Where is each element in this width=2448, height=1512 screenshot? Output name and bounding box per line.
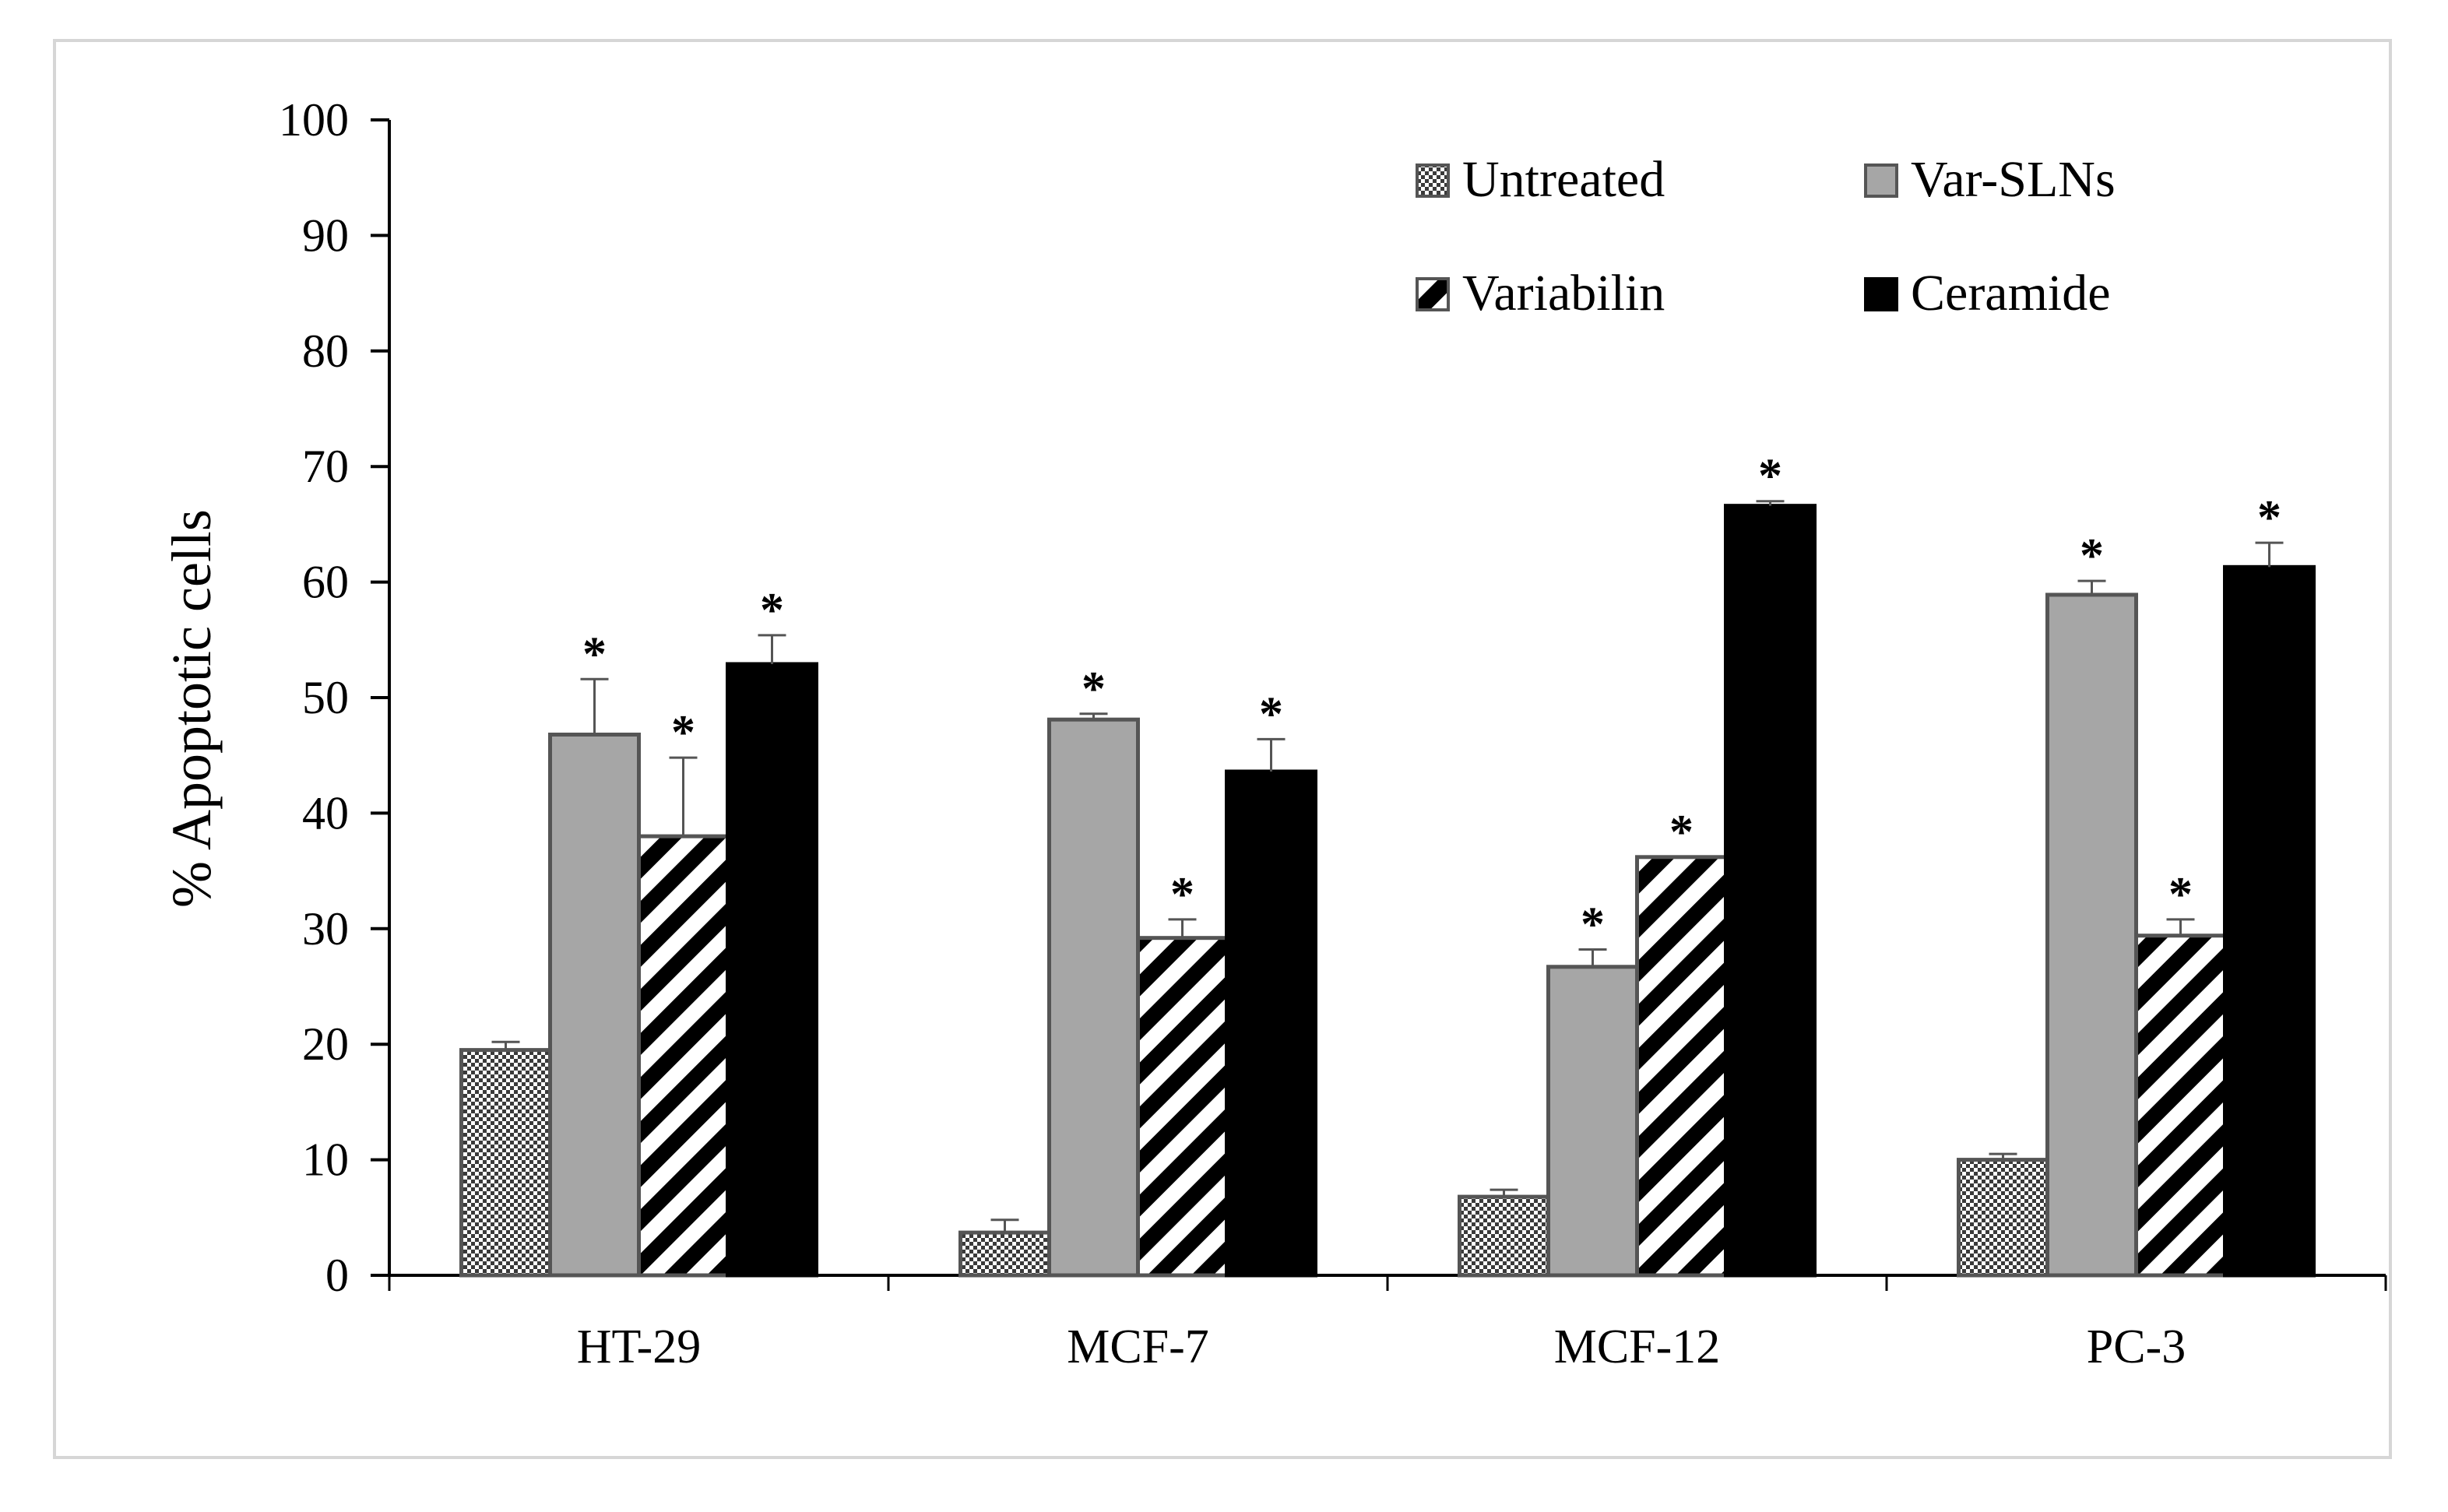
y-tick-label: 100	[279, 94, 349, 146]
significance-marker: *	[2257, 491, 2281, 544]
legend-label: Untreated	[1462, 151, 1665, 208]
y-tick-label: 90	[302, 209, 349, 261]
y-tick-label: 50	[302, 672, 349, 723]
x-tick-label: HT-29	[577, 1320, 702, 1373]
x-tick-label: MCF-7	[1067, 1320, 1209, 1373]
y-tick-label: 70	[302, 441, 349, 492]
bar-untreated	[459, 1048, 552, 1278]
bar-variabilin	[1635, 855, 1728, 1278]
legend: Untreated Var-SLNs Variabilin Ceramide	[1416, 151, 2116, 322]
legend-label: Ceramide	[1911, 265, 2111, 322]
bar-ceramide	[1724, 504, 1817, 1278]
significance-marker: *	[1669, 806, 1694, 859]
y-tick-label: 30	[302, 903, 349, 955]
bar-ceramide	[1225, 769, 1317, 1278]
significance-marker: *	[1259, 687, 1283, 740]
y-tick-label: 80	[302, 325, 349, 377]
bar-untreated	[1957, 1158, 2049, 1278]
x-tick-label: MCF-12	[1554, 1320, 1721, 1373]
bar-var-slns	[548, 732, 641, 1278]
legend-swatch-variabilin	[1416, 277, 1450, 311]
significance-marker: *	[1758, 450, 1782, 503]
legend-swatch-var-slns	[1864, 164, 1898, 198]
y-tick-label: 20	[302, 1018, 349, 1070]
legend-swatch-ceramide	[1864, 277, 1898, 311]
legend-label: Variabilin	[1462, 265, 1665, 322]
bar-variabilin	[2134, 934, 2227, 1278]
significance-marker: *	[1581, 898, 1605, 951]
y-axis-label: % Apoptotic cells	[160, 509, 223, 908]
bar-variabilin	[637, 834, 730, 1278]
bar-untreated	[958, 1230, 1051, 1278]
bar-variabilin	[1136, 936, 1229, 1278]
bar-untreated	[1458, 1194, 1550, 1278]
significance-marker: *	[582, 628, 607, 680]
significance-marker: *	[1082, 663, 1106, 716]
significance-marker: *	[671, 706, 695, 759]
bar-var-slns	[2045, 592, 2138, 1278]
significance-marker: *	[2080, 529, 2104, 582]
legend-swatch-untreated	[1416, 164, 1450, 198]
bar-var-slns	[1047, 717, 1140, 1278]
y-tick-label: 60	[302, 557, 349, 608]
y-tick-label: 10	[302, 1134, 349, 1186]
significance-marker: *	[760, 584, 784, 637]
bar-var-slns	[1546, 965, 1639, 1278]
bars: * * * * * * * * * * * *	[459, 450, 2316, 1278]
x-tick-label: PC-3	[2087, 1320, 2186, 1373]
significance-marker: *	[1170, 868, 1194, 921]
y-tick-label: 0	[325, 1250, 349, 1301]
significance-marker: *	[2168, 868, 2193, 921]
bar-ceramide	[726, 662, 818, 1278]
y-tick-label: 40	[302, 787, 349, 839]
legend-label: Var-SLNs	[1911, 151, 2116, 208]
bar-ceramide	[2223, 564, 2316, 1278]
